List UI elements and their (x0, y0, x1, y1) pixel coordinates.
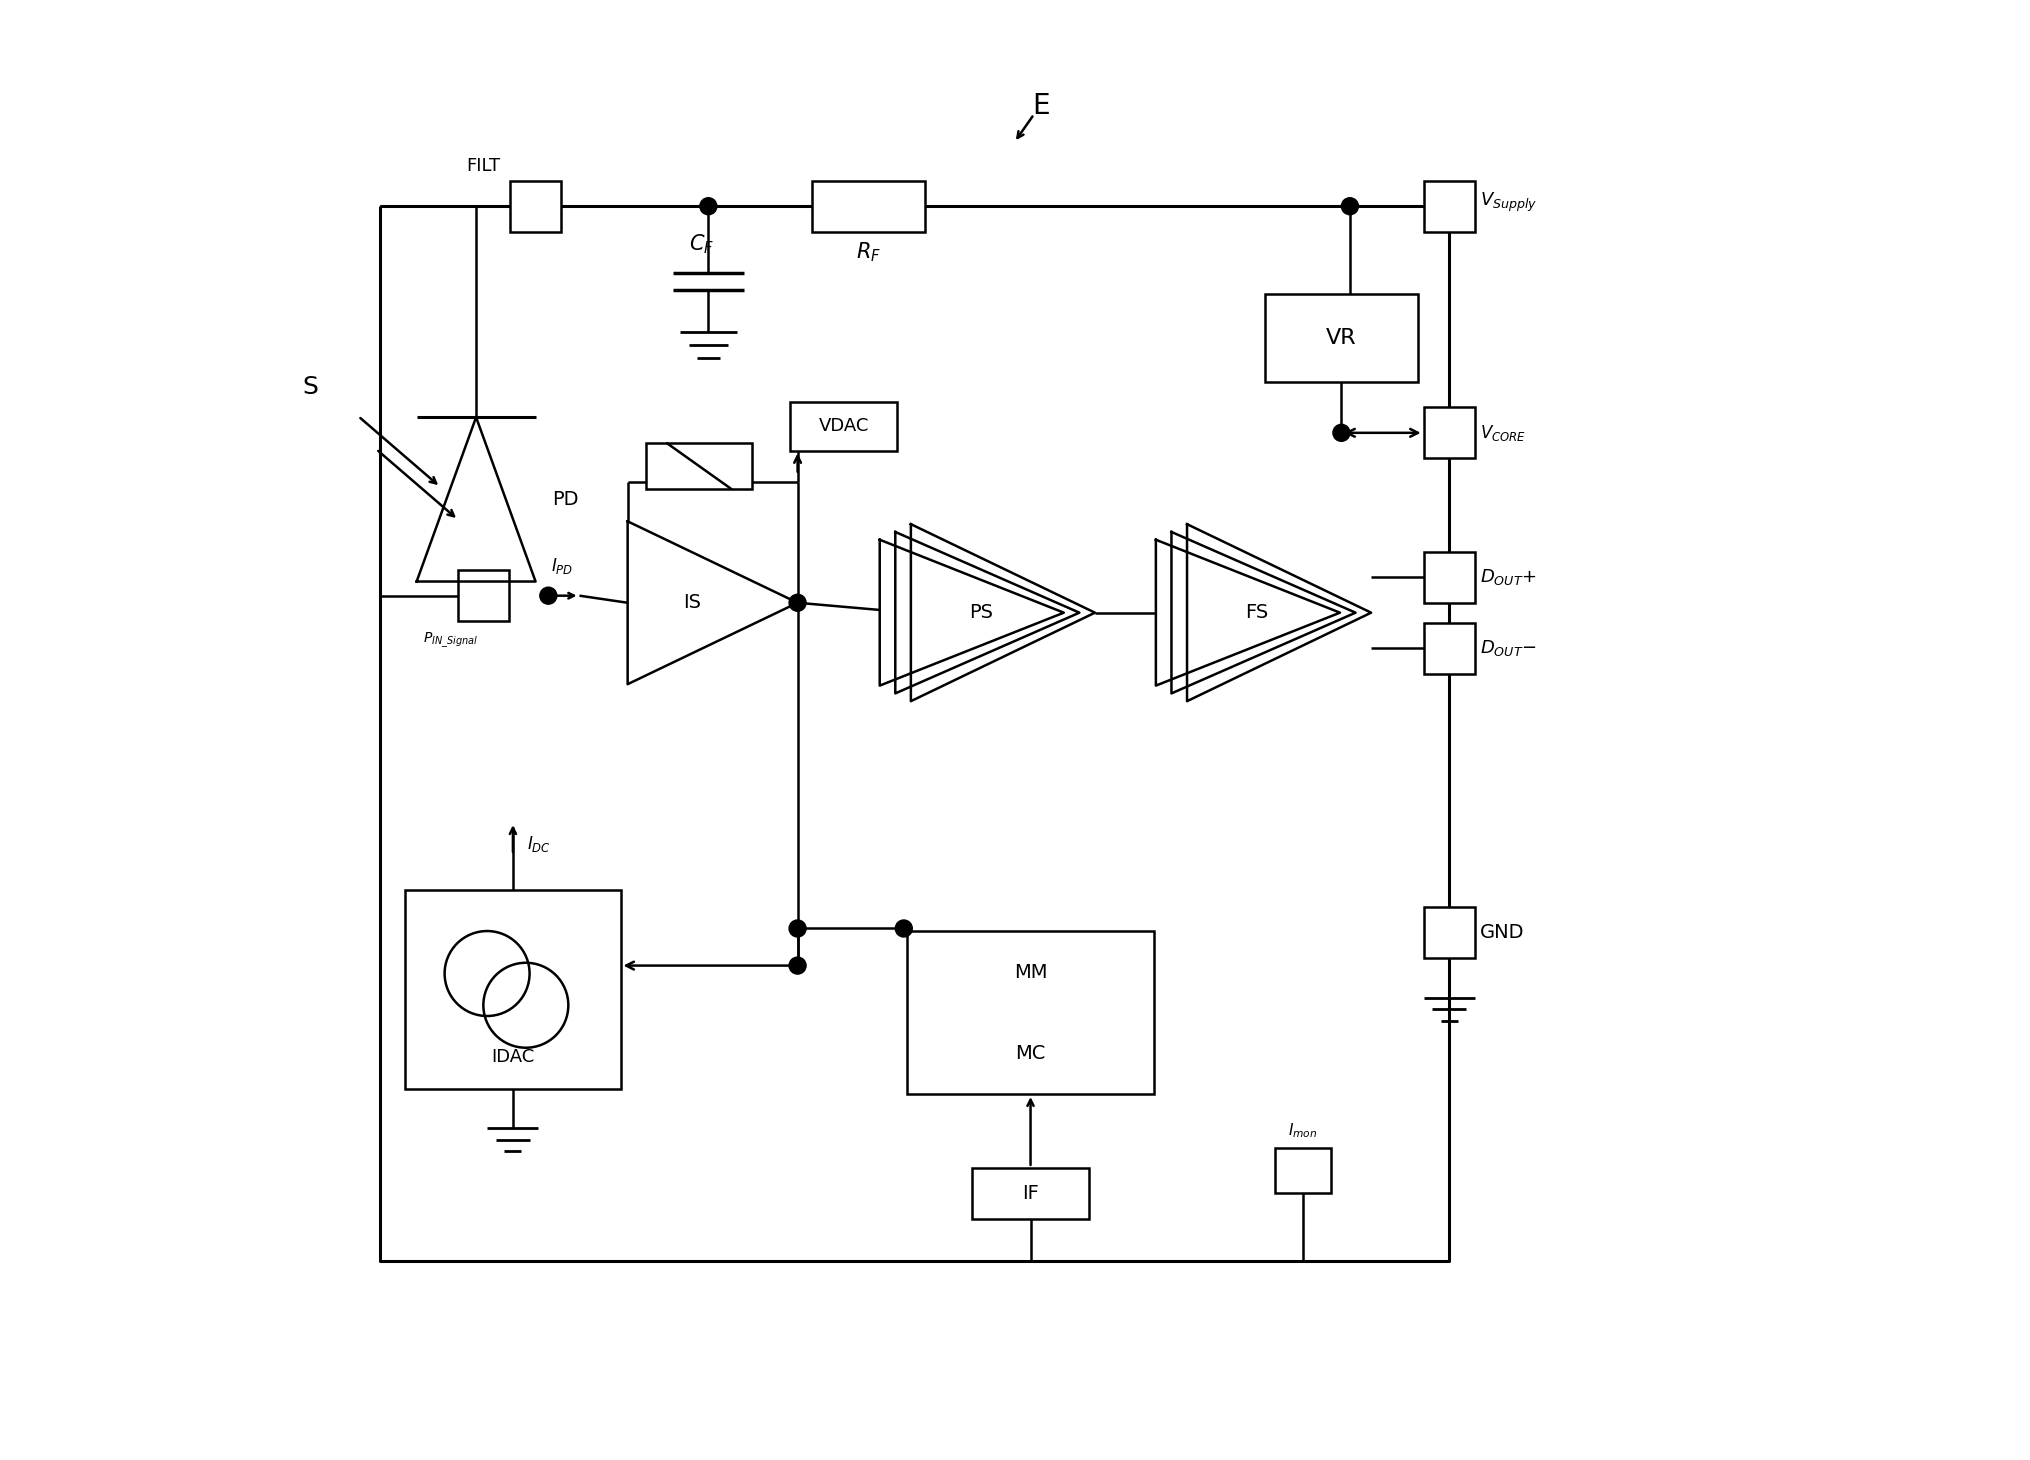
Text: $I_{PD}$: $I_{PD}$ (550, 556, 572, 575)
Polygon shape (1155, 540, 1340, 686)
Bar (812, 181, 924, 232)
Text: $R_F$: $R_F$ (855, 241, 881, 264)
Bar (1423, 907, 1474, 958)
Polygon shape (895, 531, 1078, 693)
Text: GND: GND (1480, 923, 1525, 942)
Circle shape (700, 197, 717, 215)
Circle shape (1332, 425, 1350, 441)
Text: VDAC: VDAC (818, 418, 869, 435)
Text: $V_{CORE}$: $V_{CORE}$ (1480, 423, 1525, 442)
Polygon shape (627, 521, 798, 685)
Bar (646, 444, 751, 489)
Bar (972, 1168, 1088, 1219)
Bar (406, 891, 621, 1089)
Bar (1423, 181, 1474, 232)
Text: $D_{OUT}$−: $D_{OUT}$− (1480, 638, 1537, 658)
Circle shape (790, 920, 806, 937)
Bar (1423, 552, 1474, 603)
Text: $P_{IN\_Signal}$: $P_{IN\_Signal}$ (422, 631, 477, 651)
Polygon shape (1186, 524, 1370, 701)
Bar (790, 403, 897, 451)
Bar (510, 181, 560, 232)
Text: $I_{DC}$: $I_{DC}$ (528, 834, 550, 854)
Bar (1423, 407, 1474, 458)
Polygon shape (416, 418, 536, 581)
Bar (1265, 293, 1417, 383)
Text: S: S (302, 375, 319, 399)
Text: FILT: FILT (465, 158, 499, 175)
Text: VR: VR (1326, 328, 1356, 347)
Circle shape (895, 920, 911, 937)
Text: $D_{OUT}$+: $D_{OUT}$+ (1480, 568, 1537, 587)
Circle shape (790, 958, 806, 974)
Polygon shape (909, 524, 1094, 701)
Bar (1275, 1148, 1332, 1193)
Text: PD: PD (552, 491, 579, 510)
Circle shape (790, 594, 806, 612)
Text: IDAC: IDAC (491, 1048, 534, 1066)
Text: MM: MM (1013, 962, 1047, 981)
Bar (905, 931, 1153, 1094)
Text: IS: IS (682, 593, 700, 612)
Circle shape (540, 587, 556, 604)
Text: E: E (1031, 92, 1050, 120)
Circle shape (1340, 197, 1358, 215)
Text: MC: MC (1015, 1044, 1045, 1063)
Text: IF: IF (1021, 1184, 1039, 1203)
Bar (1423, 622, 1474, 673)
Bar (457, 571, 508, 620)
Polygon shape (1171, 531, 1354, 693)
Polygon shape (879, 540, 1064, 686)
Text: $C_F$: $C_F$ (688, 232, 713, 256)
Text: FS: FS (1244, 603, 1269, 622)
Text: $V_{Supply}$: $V_{Supply}$ (1480, 190, 1537, 213)
Text: PS: PS (968, 603, 993, 622)
Text: $I_{mon}$: $I_{mon}$ (1287, 1121, 1317, 1139)
